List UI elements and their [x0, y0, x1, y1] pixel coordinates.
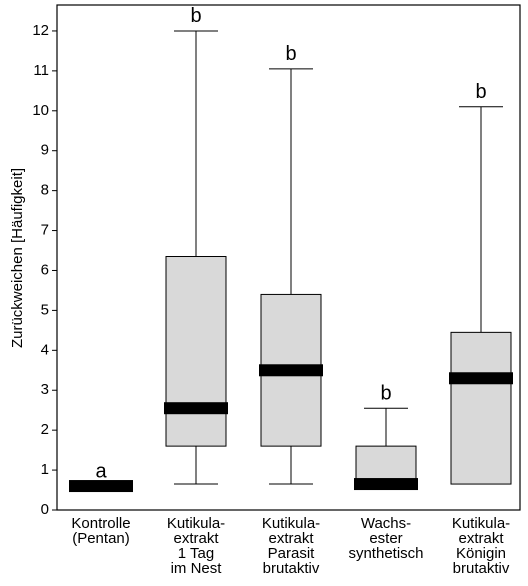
x-tick-label: Kutikula- — [452, 515, 510, 532]
x-tick-label: extrakt — [458, 530, 504, 547]
x-tick-label: 1 Tag — [178, 545, 214, 562]
x-tick-label: extrakt — [268, 530, 314, 547]
x-tick-label: Königin — [456, 545, 506, 562]
y-tick-label: 2 — [41, 421, 49, 438]
x-tick-label: brutaktiv — [453, 560, 510, 577]
significance-letter: b — [380, 382, 391, 404]
x-tick-label: ester — [369, 530, 402, 547]
significance-letter: a — [95, 460, 107, 482]
x-tick-label: Kutikula- — [262, 515, 320, 532]
x-tick-label: Kontrolle — [71, 515, 130, 532]
y-tick-label: 10 — [32, 102, 49, 119]
x-tick-label: Wachs- — [361, 515, 411, 532]
x-tick-label: synthetisch — [348, 545, 423, 562]
y-tick-label: 3 — [41, 381, 49, 398]
median — [164, 402, 228, 415]
y-tick-label: 9 — [41, 142, 49, 159]
x-tick-label: (Pentan) — [72, 530, 130, 547]
y-tick-label: 7 — [41, 222, 49, 239]
y-tick-label: 11 — [33, 62, 49, 79]
y-tick-label: 1 — [41, 461, 49, 478]
median — [354, 478, 418, 491]
y-tick-label: 5 — [41, 301, 49, 318]
y-tick-label: 12 — [32, 22, 49, 39]
y-tick-label: 8 — [41, 182, 49, 199]
x-tick-label: Parasit — [268, 545, 316, 562]
y-tick-label: 4 — [41, 341, 49, 358]
y-tick-label: 0 — [41, 501, 49, 518]
x-tick-label: Kutikula- — [167, 515, 225, 532]
median — [449, 372, 513, 385]
y-axis-label: Zurückweichen [Häufigkeit] — [9, 168, 26, 348]
y-tick-label: 6 — [41, 261, 49, 278]
box — [165, 256, 227, 447]
significance-letter: b — [285, 43, 296, 65]
significance-letter: b — [475, 81, 486, 103]
median — [259, 364, 323, 377]
x-tick-label: im Nest — [171, 560, 223, 577]
significance-letter: b — [190, 5, 201, 27]
median — [69, 480, 133, 493]
x-tick-label: brutaktiv — [263, 560, 320, 577]
box — [450, 331, 512, 485]
plot-frame — [56, 4, 521, 511]
x-tick-label: extrakt — [173, 530, 219, 547]
